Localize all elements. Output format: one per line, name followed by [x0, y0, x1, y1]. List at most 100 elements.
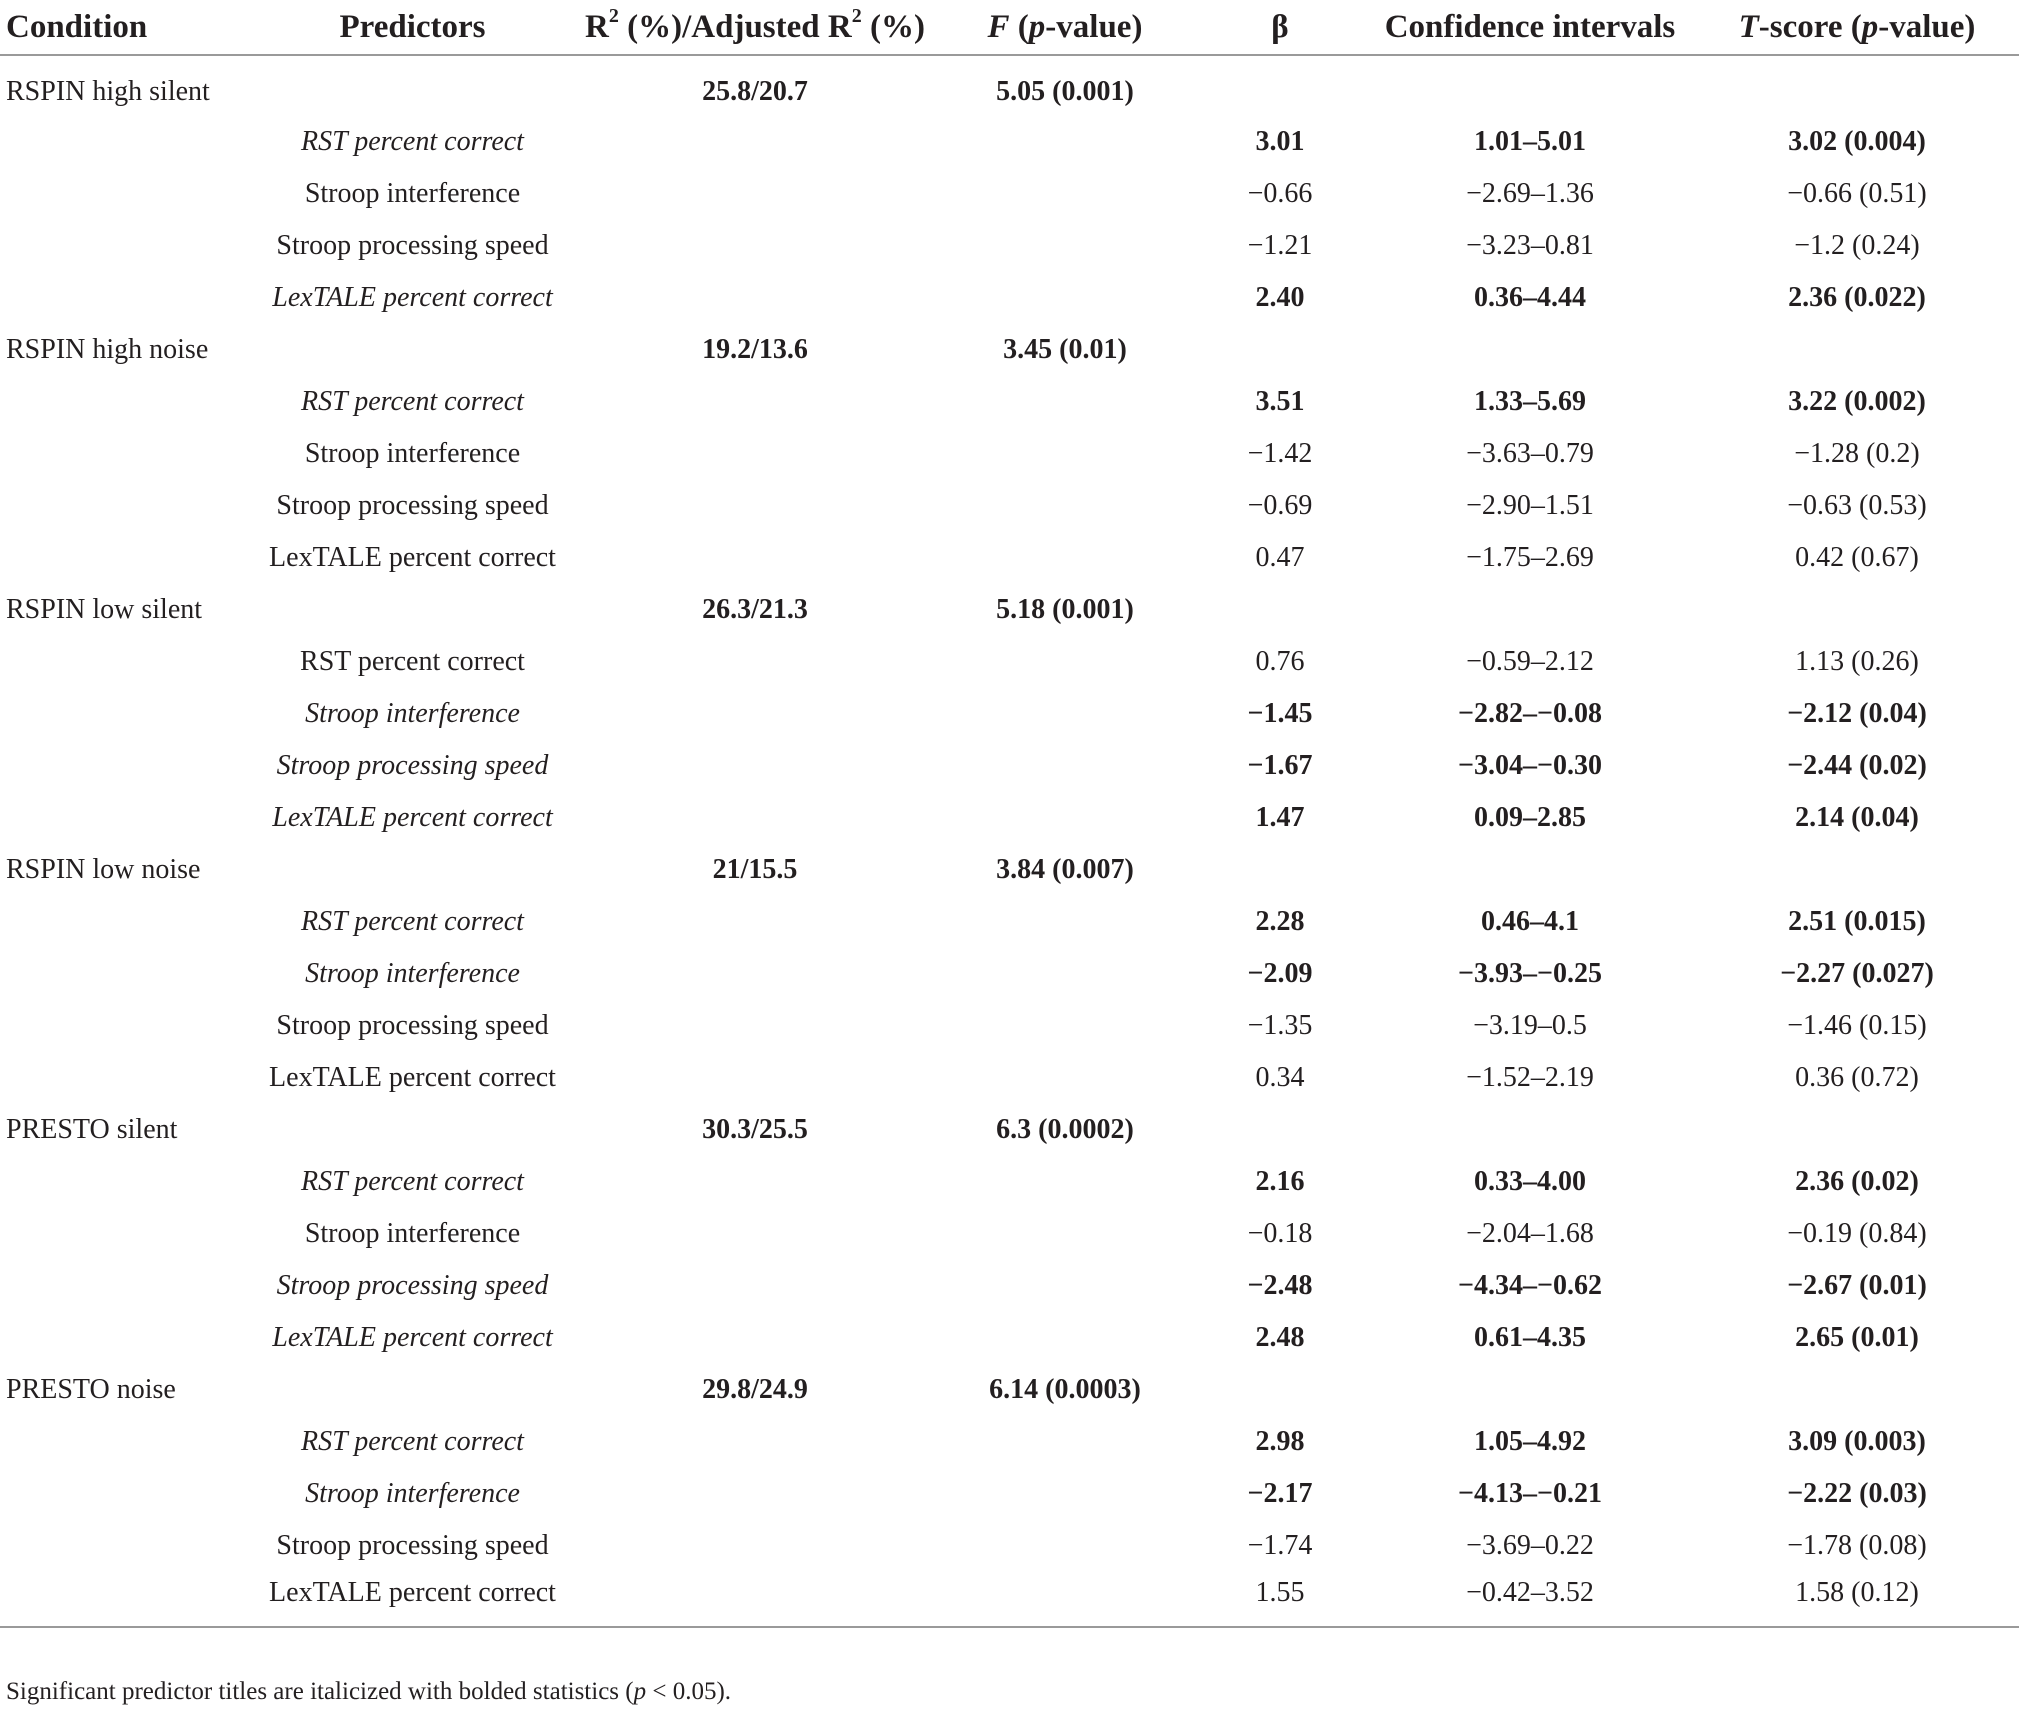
- ci-value: −1.75–2.69: [1466, 542, 1594, 573]
- f-value: 3.84 (0.007): [996, 854, 1134, 885]
- predictor-row: Stroop processing speed −1.21 −3.23–0.81 −1…: [0, 220, 2019, 272]
- condition-cell: [0, 688, 250, 740]
- predictor-name: LexTALE percent correct: [269, 542, 556, 573]
- predictor-name: Stroop processing speed: [276, 1530, 549, 1561]
- r2-cell: [575, 896, 935, 948]
- condition-cell: [0, 1468, 250, 1520]
- predictor-row: LexTALE percent correct 1.55 −0.42–3.52 1.5…: [0, 1572, 2019, 1624]
- condition-row: PRESTO noise 29.8/24.9 6.14 (0.0003): [0, 1364, 2019, 1416]
- predictor-row: LexTALE percent correct 2.48 0.61–4.35 2.65…: [0, 1312, 2019, 1364]
- condition-row: RSPIN low noise 21/15.5 3.84 (0.007): [0, 844, 2019, 896]
- ci-value: −2.69–1.36: [1466, 178, 1594, 209]
- condition-cell: [0, 1156, 250, 1208]
- header-t-letter: T: [1738, 8, 1759, 45]
- r2-cell: [575, 1312, 935, 1364]
- condition-cell: [0, 948, 250, 1000]
- f-cell: [935, 1208, 1195, 1260]
- header-f-letter: F: [987, 8, 1010, 45]
- condition-name: RSPIN high silent: [6, 76, 210, 107]
- footnote-text: < 0.05).: [646, 1678, 732, 1705]
- regression-results-table: Condition Predictors R2 (%)/Adjusted R2 …: [0, 0, 2019, 1624]
- beta-value: 1.55: [1255, 1577, 1305, 1608]
- t-value: 3.02 (0.004): [1788, 126, 1926, 157]
- r2-value: 21/15.5: [712, 854, 798, 885]
- f-value: 5.18 (0.001): [996, 594, 1134, 625]
- beta-value: −2.48: [1247, 1270, 1313, 1301]
- predictor-row: RST percent correct 2.16 0.33–4.00 2.36 (0.…: [0, 1156, 2019, 1208]
- f-value: 6.3 (0.0002): [996, 1114, 1134, 1145]
- f-cell: [935, 1572, 1195, 1624]
- f-cell: [935, 1000, 1195, 1052]
- predictor-cell: [250, 324, 575, 376]
- t-value: −2.22 (0.03): [1787, 1478, 1927, 1509]
- condition-cell: [0, 1520, 250, 1572]
- r2-cell: [575, 532, 935, 584]
- condition-row: RSPIN high noise 19.2/13.6 3.45 (0.01): [0, 324, 2019, 376]
- predictor-row: Stroop interference −1.45 −2.82–−0.08 −2.12…: [0, 688, 2019, 740]
- r2-cell: [575, 740, 935, 792]
- f-cell: [935, 688, 1195, 740]
- predictor-name: RST percent correct: [301, 126, 524, 157]
- f-cell: [935, 1260, 1195, 1312]
- predictor-row: LexTALE percent correct 2.40 0.36–4.44 2.36…: [0, 272, 2019, 324]
- r2-cell: [575, 116, 935, 168]
- f-cell: [935, 1416, 1195, 1468]
- predictor-name: RST percent correct: [301, 1166, 524, 1197]
- predictor-row: Stroop processing speed −1.67 −3.04–−0.30 −…: [0, 740, 2019, 792]
- header-r2-part: (%)/Adjusted R: [618, 8, 852, 45]
- r2-cell: [575, 1572, 935, 1624]
- predictor-row: RST percent correct 0.76 −0.59–2.12 1.13 (0…: [0, 636, 2019, 688]
- footnote-p: p: [633, 1678, 647, 1705]
- predictor-row: Stroop interference −0.18 −2.04–1.68 −0.19 …: [0, 1208, 2019, 1260]
- ci-value: −3.19–0.5: [1473, 1010, 1587, 1041]
- ci-cell: [1365, 1364, 1695, 1416]
- r2-value: 26.3/21.3: [702, 594, 808, 625]
- t-value: 3.09 (0.003): [1788, 1426, 1926, 1457]
- predictor-name: RST percent correct: [301, 906, 524, 937]
- condition-name: PRESTO silent: [6, 1114, 178, 1145]
- predictor-name: LexTALE percent correct: [272, 802, 553, 833]
- condition-cell: [0, 1052, 250, 1104]
- t-cell: [1695, 324, 2019, 376]
- condition-cell: [0, 1208, 250, 1260]
- ci-value: −0.59–2.12: [1466, 646, 1594, 677]
- beta-value: 1.47: [1255, 802, 1305, 833]
- f-cell: [935, 428, 1195, 480]
- predictor-name: RST percent correct: [300, 646, 525, 677]
- predictor-name: Stroop processing speed: [276, 490, 549, 521]
- predictor-cell: [250, 844, 575, 896]
- t-value: 3.22 (0.002): [1788, 386, 1926, 417]
- f-cell: [935, 896, 1195, 948]
- t-value: 2.65 (0.01): [1795, 1322, 1919, 1353]
- predictor-row: RST percent correct 3.51 1.33–5.69 3.22 (0.…: [0, 376, 2019, 428]
- t-value: −2.12 (0.04): [1787, 698, 1927, 729]
- t-value: 2.36 (0.02): [1795, 1166, 1919, 1197]
- header-f-part: (: [1009, 8, 1029, 45]
- beta-value: 0.47: [1255, 542, 1305, 573]
- r2-cell: [575, 168, 935, 220]
- beta-value: 2.98: [1255, 1426, 1305, 1457]
- t-value: −1.46 (0.15): [1787, 1010, 1927, 1041]
- ci-value: 1.33–5.69: [1474, 386, 1586, 417]
- ci-value: −4.13–−0.21: [1458, 1478, 1602, 1509]
- header-ci: Confidence intervals: [1365, 0, 1695, 56]
- ci-value: 0.61–4.35: [1474, 1322, 1586, 1353]
- beta-value: −1.21: [1247, 230, 1313, 261]
- r2-cell: [575, 792, 935, 844]
- ci-value: −3.69–0.22: [1466, 1530, 1594, 1561]
- t-cell: [1695, 844, 2019, 896]
- predictor-row: Stroop interference −0.66 −2.69–1.36 −0.66 …: [0, 168, 2019, 220]
- ci-value: −3.23–0.81: [1466, 230, 1594, 261]
- f-cell: [935, 168, 1195, 220]
- predictor-name: LexTALE percent correct: [272, 282, 553, 313]
- beta-cell: [1195, 1364, 1365, 1416]
- beta-value: −2.09: [1247, 958, 1313, 989]
- f-cell: [935, 1468, 1195, 1520]
- predictor-row: Stroop interference −1.42 −3.63–0.79 −1.28 …: [0, 428, 2019, 480]
- predictor-name: Stroop interference: [305, 1478, 520, 1509]
- ci-value: −0.42–3.52: [1466, 1577, 1594, 1608]
- predictor-name: Stroop interference: [305, 958, 520, 989]
- t-value: 1.58 (0.12): [1795, 1577, 1919, 1608]
- condition-name: RSPIN low silent: [6, 594, 203, 625]
- beta-value: 0.34: [1255, 1062, 1305, 1093]
